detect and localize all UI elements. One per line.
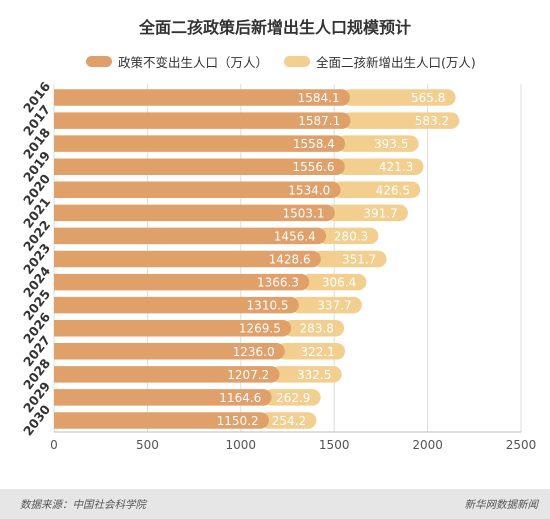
- bar-baseline-2027: [54, 343, 285, 360]
- data-label-second-child-2028: 332.5: [297, 368, 331, 382]
- x-tick-label-2: 1000: [226, 438, 257, 452]
- bar-second-child-2017: [342, 112, 460, 129]
- bar-baseline-2025: [54, 296, 299, 314]
- source-note: 数据来源：中国社会科学院: [20, 499, 146, 511]
- data-label-baseline-2027: 1236.0: [233, 345, 275, 359]
- legend-label-second-child: 全面二孩新增出生人口(万人): [316, 55, 476, 70]
- data-label-second-child-2027: 322.1: [300, 345, 334, 359]
- bar-baseline-2022: [54, 227, 327, 245]
- data-label-second-child-2025: 337.7: [317, 299, 351, 313]
- data-label-baseline-2021: 1503.1: [283, 206, 325, 220]
- bar-second-child-2024: [300, 273, 367, 291]
- data-label-second-child-2017: 583.2: [415, 114, 449, 128]
- brand-label: 新华网数据新闻: [464, 499, 539, 511]
- bar-second-child-2023: [312, 250, 387, 268]
- data-label-second-child-2021: 391.7: [363, 206, 397, 220]
- bar-baseline-2024: [54, 273, 310, 291]
- data-label-baseline-2016: 1584.1: [298, 91, 340, 105]
- bar-baseline-2016: [54, 89, 350, 106]
- bar-second-child-2022: [317, 227, 379, 245]
- bar-second-child-2020: [332, 181, 421, 199]
- data-label-baseline-2024: 1366.3: [257, 276, 299, 290]
- bar-baseline-2019: [54, 158, 345, 175]
- data-label-baseline-2022: 1456.4: [274, 229, 316, 243]
- bar-baseline-2023: [54, 250, 321, 268]
- bar-baseline-2028: [54, 366, 280, 383]
- data-label-baseline-2023: 1428.6: [269, 253, 311, 267]
- bar-second-child-2025: [290, 296, 362, 314]
- x-tick-label-5: 2500: [506, 438, 537, 452]
- data-label-second-child-2020: 426.5: [376, 183, 410, 197]
- legend-item-second-child: 全面二孩新增出生人口(万人): [284, 52, 476, 71]
- data-label-second-child-2023: 351.7: [342, 253, 376, 267]
- bar-baseline-2018: [54, 135, 346, 152]
- x-tick-label-0: 0: [50, 438, 58, 452]
- data-label-baseline-2019: 1556.6: [293, 160, 335, 174]
- data-label-baseline-2020: 1534.0: [288, 183, 330, 197]
- data-label-baseline-2017: 1587.1: [298, 114, 340, 128]
- legend-item-baseline: 政策不变出生人口（万人）: [86, 52, 268, 71]
- data-label-baseline-2025: 1310.5: [247, 299, 289, 313]
- data-label-second-child-2018: 393.5: [374, 137, 408, 151]
- data-label-second-child-2016: 565.8: [411, 91, 445, 105]
- data-label-second-child-2030: 254.2: [272, 414, 306, 428]
- bar-baseline-2020: [54, 181, 341, 199]
- bar-second-child-2027: [276, 343, 346, 360]
- bar-baseline-2026: [54, 319, 292, 337]
- data-label-second-child-2029: 262.9: [276, 391, 310, 405]
- bar-baseline-2017: [54, 112, 351, 129]
- data-label-baseline-2026: 1269.5: [239, 322, 281, 336]
- chart-title: 全面二孩政策后新增出生人口规模预计: [138, 18, 411, 37]
- data-label-baseline-2030: 1150.2: [217, 414, 259, 428]
- bar-second-child-2030: [260, 412, 317, 429]
- x-tick-label-3: 1500: [319, 438, 350, 452]
- bar-second-child-2019: [336, 158, 424, 175]
- data-label-baseline-2029: 1164.6: [219, 391, 261, 405]
- x-tick-label-1: 500: [136, 438, 159, 452]
- legend-swatch-second-child: [284, 56, 310, 67]
- legend: 政策不变出生人口（万人） 全面二孩新增出生人口(万人): [0, 52, 550, 70]
- bar-second-child-2016: [341, 89, 456, 106]
- bar-second-child-2029: [263, 389, 321, 406]
- legend-label-baseline: 政策不变出生人口（万人）: [118, 55, 269, 70]
- data-label-baseline-2028: 1207.2: [227, 368, 269, 382]
- data-label-second-child-2019: 421.3: [379, 160, 413, 174]
- data-label-baseline-2018: 1558.4: [293, 137, 335, 151]
- bar-baseline-2030: [54, 412, 269, 429]
- bar-second-child-2028: [271, 366, 342, 383]
- footer: 数据来源：中国社会科学院 新华网数据新闻: [0, 489, 550, 519]
- bar-second-child-2018: [336, 135, 419, 152]
- legend-swatch-baseline: [86, 56, 112, 67]
- bar-baseline-2021: [54, 204, 335, 222]
- bar-second-child-2021: [326, 204, 408, 222]
- data-label-second-child-2022: 280.3: [334, 229, 368, 243]
- bar-second-child-2026: [282, 319, 345, 337]
- bar-baseline-2029: [54, 389, 272, 406]
- x-tick-label-4: 2000: [412, 438, 443, 452]
- data-label-second-child-2024: 306.4: [322, 276, 356, 290]
- data-label-second-child-2026: 283.8: [300, 322, 334, 336]
